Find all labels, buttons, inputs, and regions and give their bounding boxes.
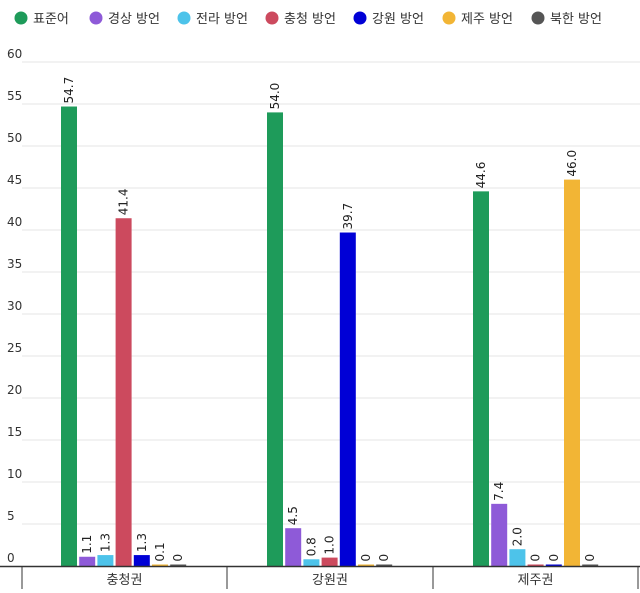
x-category-label: 충청권 bbox=[107, 573, 143, 588]
data-label: 0 bbox=[171, 554, 185, 562]
legend-label[interactable]: 제주 방언 bbox=[461, 12, 513, 27]
data-label: 39.7 bbox=[341, 203, 355, 230]
bar[interactable] bbox=[376, 564, 393, 567]
bar[interactable] bbox=[491, 503, 508, 566]
y-tick-label: 20 bbox=[7, 383, 22, 397]
y-tick-label: 10 bbox=[7, 467, 22, 481]
data-label: 44.6 bbox=[474, 162, 488, 189]
legend-marker[interactable] bbox=[265, 11, 279, 25]
y-tick-label: 45 bbox=[7, 173, 22, 187]
legend-label[interactable]: 강원 방언 bbox=[372, 12, 424, 27]
data-label: 41.4 bbox=[117, 189, 131, 216]
legend-marker[interactable] bbox=[442, 11, 456, 25]
y-tick-label: 50 bbox=[7, 131, 22, 145]
data-label: 0.8 bbox=[304, 537, 318, 556]
data-label: 0 bbox=[529, 554, 543, 562]
bar[interactable] bbox=[97, 555, 114, 566]
bar[interactable] bbox=[545, 564, 562, 567]
bar[interactable] bbox=[285, 528, 302, 566]
bar[interactable] bbox=[152, 564, 168, 567]
bar[interactable] bbox=[303, 559, 320, 566]
y-tick-label: 55 bbox=[7, 89, 22, 103]
y-tick-label: 60 bbox=[7, 47, 22, 61]
x-category-label: 제주권 bbox=[518, 573, 554, 588]
data-label: 46.0 bbox=[565, 150, 579, 177]
bar[interactable] bbox=[564, 179, 580, 566]
y-tick-label: 25 bbox=[7, 341, 22, 355]
bar[interactable] bbox=[527, 564, 544, 567]
data-label: 1.3 bbox=[98, 533, 112, 552]
x-axis: 충청권 강원권 제주권 bbox=[0, 565, 640, 589]
data-labels: 54.71.1 1.341.41.3 0.1 054.04.50.8 1.039.70 0… bbox=[62, 77, 597, 562]
data-label: 0 bbox=[359, 554, 373, 562]
bar[interactable] bbox=[267, 112, 283, 567]
gridlines bbox=[22, 61, 640, 525]
legend-label[interactable]: 경상 방언 bbox=[108, 12, 160, 27]
y-axis: 0 5 10 15 20 25 30 35 40 45 50 55 60 bbox=[7, 47, 22, 565]
y-tick-label: 40 bbox=[7, 215, 22, 229]
bar[interactable] bbox=[61, 106, 77, 567]
bar[interactable] bbox=[79, 556, 96, 566]
data-label: 4.5 bbox=[286, 506, 300, 525]
data-label: 2.0 bbox=[510, 527, 524, 546]
bar[interactable] bbox=[339, 232, 356, 566]
data-label: 54.0 bbox=[268, 83, 282, 110]
legend-label[interactable]: 표준어 bbox=[33, 12, 69, 27]
data-label: 0 bbox=[547, 554, 561, 562]
legend-label[interactable]: 북한 방언 bbox=[550, 12, 602, 27]
y-tick-label: 15 bbox=[7, 425, 22, 439]
bar[interactable] bbox=[133, 555, 150, 566]
bar[interactable] bbox=[170, 564, 187, 567]
data-label: 54.7 bbox=[62, 77, 76, 104]
data-label: 0 bbox=[377, 554, 391, 562]
legend-marker[interactable] bbox=[531, 11, 545, 25]
legend-label[interactable]: 전라 방언 bbox=[196, 12, 248, 27]
bar[interactable] bbox=[321, 557, 338, 566]
y-tick-label: 0 bbox=[7, 551, 15, 565]
bar[interactable] bbox=[473, 191, 489, 567]
y-tick-label: 35 bbox=[7, 257, 22, 271]
legend: 표준어 경상 방언 전라 방언 충청 방언 강원 방언 제주 방언 북한 방언 bbox=[14, 11, 602, 27]
legend-marker[interactable] bbox=[177, 11, 191, 25]
data-label: 0.1 bbox=[153, 542, 167, 561]
data-label: 7.4 bbox=[492, 482, 506, 501]
bars bbox=[61, 106, 599, 567]
legend-marker[interactable] bbox=[14, 11, 28, 25]
data-label: 1.1 bbox=[80, 535, 94, 554]
bar[interactable] bbox=[509, 549, 526, 566]
bar[interactable] bbox=[115, 218, 132, 567]
legend-marker[interactable] bbox=[353, 11, 367, 25]
x-category-label: 강원권 bbox=[312, 573, 348, 588]
data-label: 1.0 bbox=[323, 536, 337, 555]
legend-label[interactable]: 충청 방언 bbox=[284, 12, 336, 27]
bar[interactable] bbox=[358, 564, 374, 567]
data-label: 1.3 bbox=[135, 533, 149, 552]
y-tick-label: 30 bbox=[7, 299, 22, 313]
bar[interactable] bbox=[582, 564, 599, 567]
data-label: 0 bbox=[583, 554, 597, 562]
y-tick-label: 5 bbox=[7, 509, 15, 523]
legend-marker[interactable] bbox=[89, 11, 103, 25]
